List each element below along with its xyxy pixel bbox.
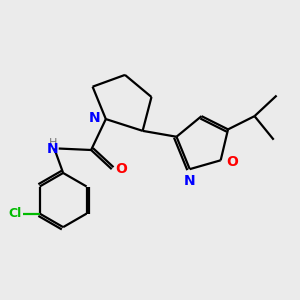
Text: H: H (49, 138, 57, 148)
Text: N: N (47, 142, 59, 155)
Text: Cl: Cl (9, 207, 22, 220)
Text: O: O (226, 155, 238, 169)
Text: N: N (184, 174, 196, 188)
Text: O: O (116, 162, 128, 176)
Text: N: N (89, 111, 100, 124)
